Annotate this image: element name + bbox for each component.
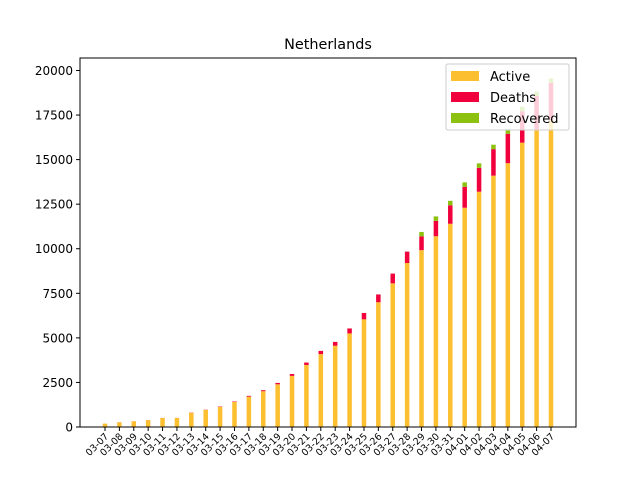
bars-layer	[102, 78, 554, 428]
bar-recovered-04-02	[476, 163, 482, 168]
bar-recovered-03-31	[448, 200, 453, 206]
bar-active-03-10	[145, 420, 151, 427]
bar-deaths-03-24	[347, 328, 352, 334]
bar-active-03-18	[261, 391, 266, 427]
x-axis: 03-0703-0803-0903-1003-1103-1203-1303-14…	[84, 427, 557, 459]
y-tick-label: 15000	[35, 153, 73, 167]
bar-active-03-07	[102, 423, 108, 427]
bar-deaths-03-19	[275, 382, 280, 385]
bar-active-03-16	[232, 401, 237, 427]
bar-deaths-04-03	[491, 149, 496, 176]
bar-active-04-01	[462, 207, 467, 427]
bar-active-03-13	[189, 412, 194, 427]
bar-active-03-12	[174, 418, 180, 427]
bar-active-03-31	[448, 223, 453, 427]
legend-swatch-recovered	[451, 113, 479, 123]
bar-deaths-04-02	[476, 167, 482, 192]
y-tick-label: 7500	[42, 287, 73, 301]
bar-active-03-25	[361, 319, 367, 427]
bar-recovered-03-29	[419, 231, 424, 237]
bar-active-03-09	[131, 421, 137, 427]
bar-active-03-30	[433, 236, 439, 427]
bar-active-04-04	[505, 163, 511, 428]
bar-active-03-11	[160, 418, 165, 427]
bar-active-03-27	[390, 283, 395, 427]
bar-active-03-26	[376, 302, 381, 427]
plot-area-frame	[79, 57, 577, 428]
bar-deaths-03-26	[376, 294, 381, 303]
bar-recovered-03-30	[433, 216, 439, 221]
bar-deaths-04-04	[505, 133, 511, 164]
bar-recovered-04-01	[462, 182, 467, 187]
bar-deaths-03-30	[433, 220, 439, 237]
bar-active-03-17	[246, 396, 252, 427]
legend-label-active: Active	[490, 70, 530, 85]
y-tick-label: 10000	[35, 242, 73, 256]
bar-active-03-20	[289, 375, 295, 427]
bar-deaths-03-17	[246, 395, 252, 397]
bar-active-03-29	[419, 250, 424, 427]
bar-active-03-22	[318, 354, 324, 427]
bar-deaths-03-27	[390, 273, 395, 284]
bar-active-03-19	[275, 384, 280, 427]
bar-active-03-08	[117, 422, 122, 427]
bar-deaths-04-01	[462, 186, 467, 208]
bar-deaths-03-18	[261, 390, 266, 392]
bar-deaths-03-28	[404, 251, 410, 263]
bar-recovered-04-04	[505, 129, 511, 134]
bar-deaths-03-21	[304, 362, 309, 365]
bar-active-03-14	[203, 409, 208, 427]
bar-deaths-03-31	[448, 205, 453, 224]
legend-swatch-deaths	[451, 92, 479, 102]
chart-title: Netherlands	[284, 37, 372, 53]
bar-deaths-03-22	[318, 350, 324, 355]
y-tick-label: 5000	[42, 331, 73, 345]
bar-deaths-03-23	[332, 341, 338, 346]
bar-active-03-28	[404, 263, 410, 427]
bar-active-04-06	[534, 129, 539, 428]
bar-active-04-05	[519, 142, 525, 428]
y-tick-label: 20000	[35, 64, 73, 78]
legend-label-recovered: Recovered	[490, 112, 559, 127]
legend-label-deaths: Deaths	[490, 91, 536, 106]
legend: Active Deaths Recovered	[445, 63, 570, 131]
bar-active-04-02	[476, 191, 482, 427]
bar-active-03-24	[347, 333, 352, 427]
y-tick-label: 12500	[35, 198, 73, 212]
bar-active-03-23	[332, 345, 338, 427]
bar-deaths-03-25	[361, 312, 367, 320]
y-tick-label: 17500	[35, 109, 73, 123]
bar-active-03-21	[304, 364, 309, 427]
y-tick-label: 2500	[42, 376, 73, 390]
y-tick-label: 0	[65, 421, 73, 435]
bar-active-04-03	[491, 175, 496, 427]
legend-swatch-active	[451, 71, 479, 81]
bar-active-03-15	[217, 406, 223, 427]
bar-deaths-03-20	[289, 374, 295, 376]
bar-active-04-07	[548, 120, 554, 427]
bar-recovered-04-03	[491, 144, 496, 150]
bar-deaths-03-29	[419, 236, 424, 251]
y-axis: 0 2500 5000 7500 10000 12500 15000 17500 20000	[35, 64, 80, 435]
